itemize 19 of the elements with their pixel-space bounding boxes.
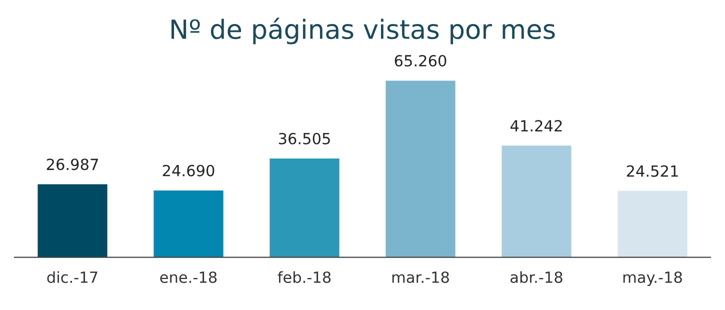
data-label: 24.690	[162, 164, 214, 176]
bar	[270, 158, 340, 258]
bar	[154, 190, 224, 258]
bar	[38, 184, 108, 258]
bar	[386, 80, 456, 258]
bar	[618, 190, 688, 258]
x-tick-label: feb.-18	[278, 271, 331, 284]
x-tick-label: ene.-18	[160, 271, 217, 284]
data-label: 24.521	[626, 165, 678, 177]
bar	[502, 146, 572, 258]
x-tick-label: mar.-18	[392, 271, 449, 284]
x-tick-label: dic.-17	[47, 271, 98, 284]
data-label: 65.260	[394, 54, 446, 67]
x-tick-label: may.-18	[623, 271, 682, 286]
data-label: 36.505	[278, 132, 330, 144]
data-label: 41.242	[510, 120, 562, 132]
data-label: 26.987	[46, 158, 98, 170]
x-tick-label: abr.-18	[510, 271, 562, 284]
chart-title: Nº de páginas vistas por mes	[172, 18, 555, 44]
